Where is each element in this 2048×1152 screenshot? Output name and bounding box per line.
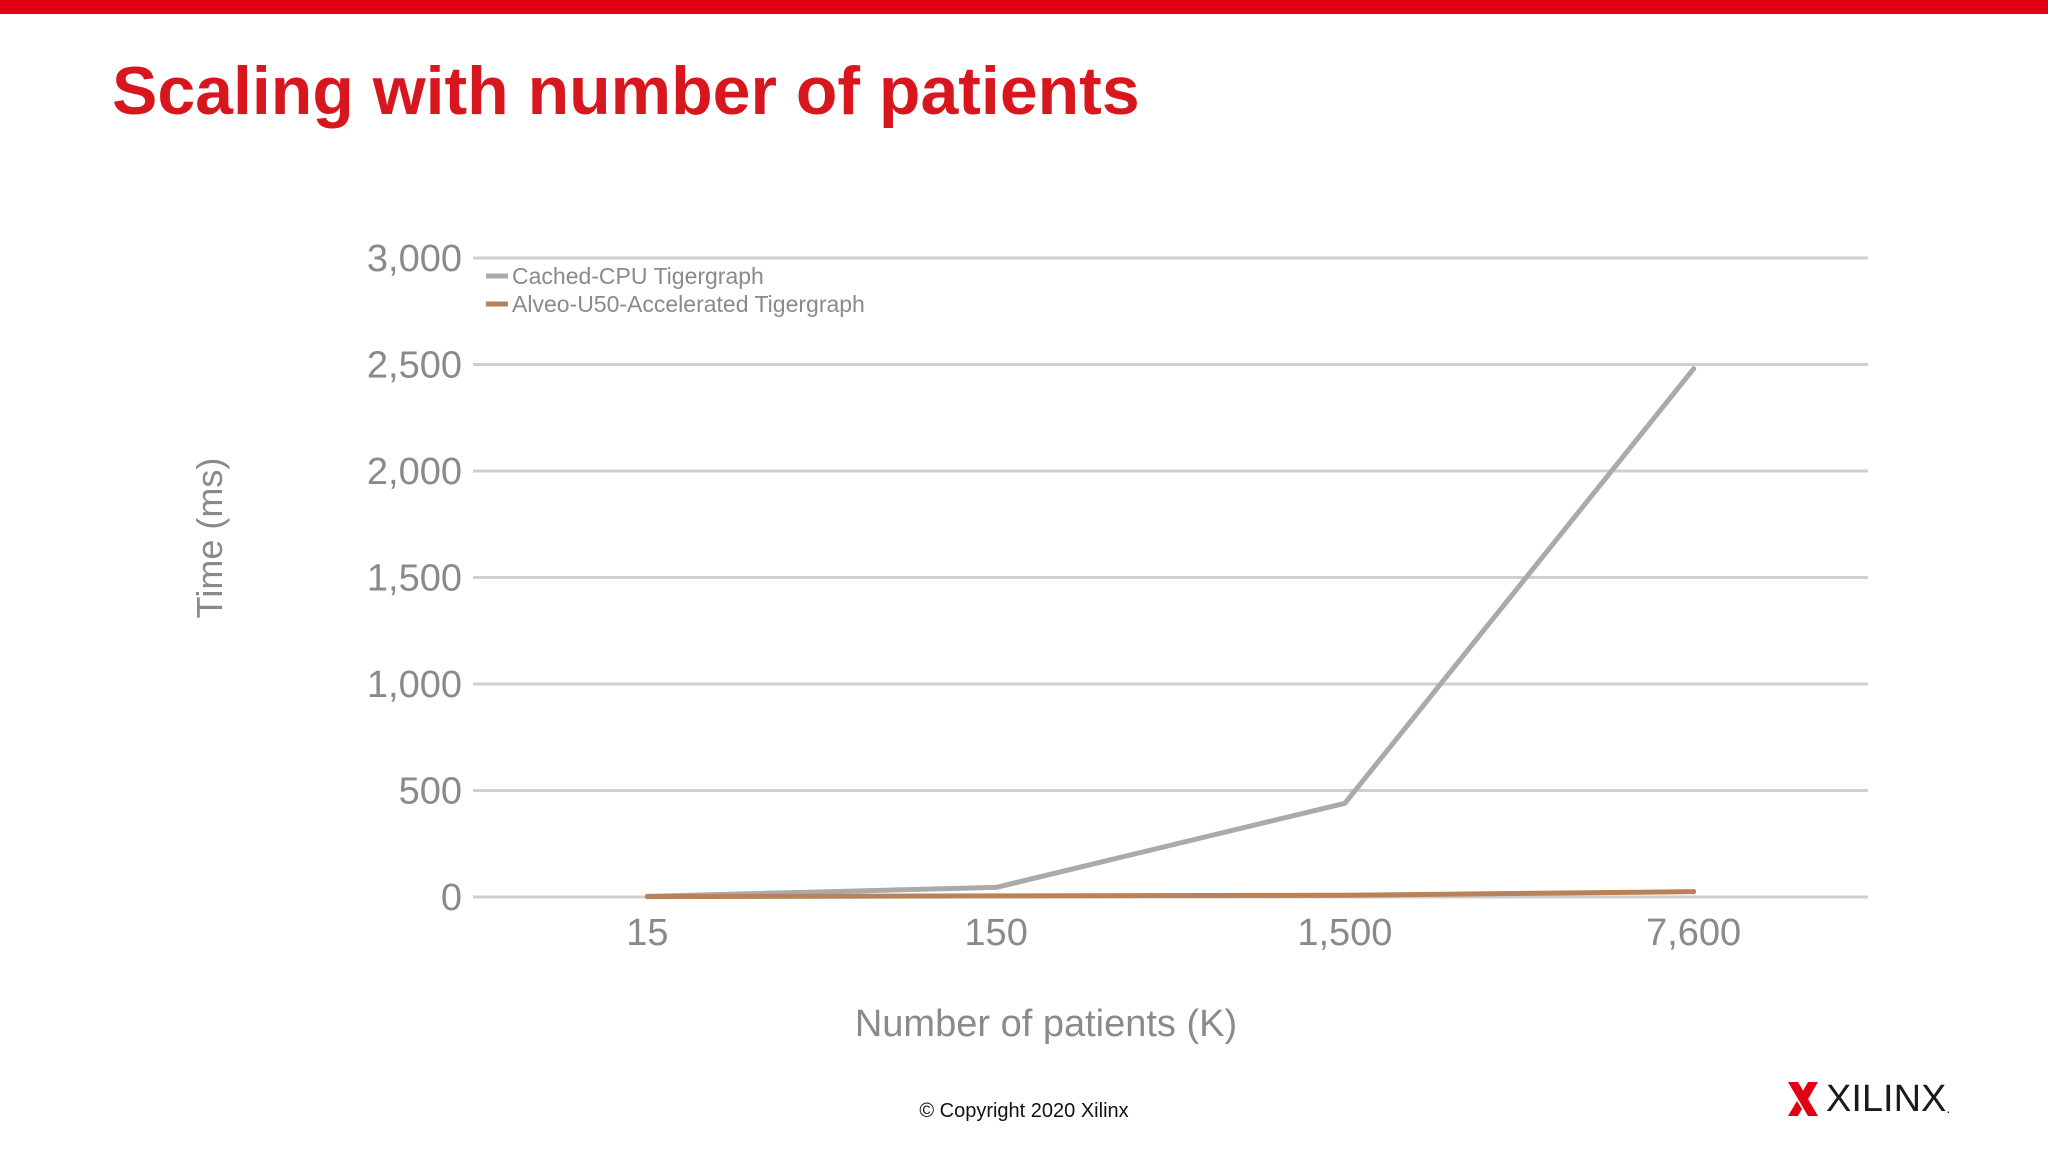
- y-tick-label-500: 500: [399, 771, 462, 813]
- x-axis-label: Number of patients (K): [855, 1003, 1237, 1045]
- data-point-0-2: [1342, 800, 1348, 806]
- xilinx-logo-dot: .: [1946, 1100, 1951, 1116]
- legend-label-0: Cached-CPU Tigergraph: [512, 263, 764, 289]
- data-point-0-1: [993, 884, 999, 890]
- data-point-0-3: [1691, 366, 1697, 372]
- y-tick-label-2000: 2,000: [367, 451, 462, 493]
- data-point-1-2: [1342, 892, 1348, 898]
- slide-title: Scaling with number of patients: [112, 53, 1140, 129]
- x-tick-label-2: 1,500: [1297, 912, 1392, 954]
- series-line-1: [644, 889, 1697, 900]
- y-tick-label-3000: 3,000: [367, 238, 462, 280]
- x-tick-label-0: 15: [626, 912, 668, 954]
- data-point-1-3: [1691, 889, 1697, 895]
- y-tick-label-0: 0: [441, 877, 462, 919]
- series-line-0: [644, 366, 1697, 899]
- y-tick-label-1000: 1,000: [367, 664, 462, 706]
- y-axis-label: Time (ms): [189, 458, 230, 619]
- legend-label-1: Alveo-U50-Accelerated Tigergraph: [512, 291, 865, 317]
- x-tick-label-3: 7,600: [1646, 912, 1741, 954]
- xilinx-logo-icon: [1788, 1082, 1818, 1116]
- xilinx-logo-text: XILINX: [1826, 1077, 1947, 1120]
- xilinx-logo: XILINX .: [1786, 1078, 1950, 1120]
- data-point-1-0: [644, 894, 650, 900]
- data-point-1-1: [993, 893, 999, 899]
- copyright-footer: © Copyright 2020 Xilinx: [919, 1100, 1129, 1122]
- x-tick-label-1: 150: [964, 912, 1027, 954]
- y-tick-label-1500: 1,500: [367, 558, 462, 600]
- y-tick-label-2500: 2,500: [367, 345, 462, 387]
- top-accent-bar: [0, 0, 2048, 14]
